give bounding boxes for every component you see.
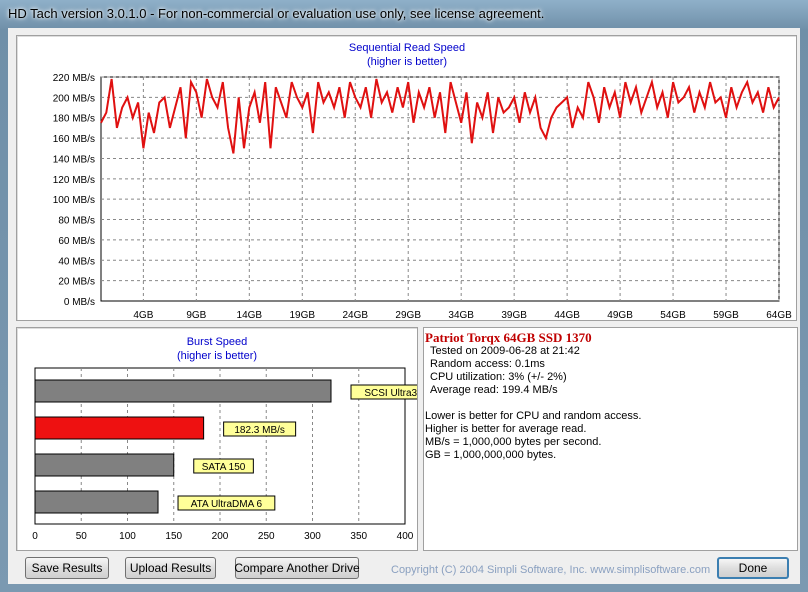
burst-x-tick-label: 150 — [165, 531, 182, 542]
seq-y-tick-label: 180 MB/s — [53, 114, 95, 125]
burst-x-tick-label: 250 — [258, 531, 275, 542]
upload-results-button[interactable]: Upload Results — [125, 557, 216, 579]
seq-x-tick-label: 34GB — [448, 310, 474, 320]
note-lower-better: Lower is better for CPU and random acces… — [425, 410, 642, 422]
burst-speed-chart: Burst Speed (higher is better) SCSI Ultr… — [32, 336, 443, 542]
burst-bar-label-box — [223, 421, 297, 437]
burst-bar — [34, 453, 175, 477]
burst-x-tick-label: 300 — [304, 531, 321, 542]
note-gb-definition: GB = 1,000,000,000 bytes. — [425, 449, 557, 461]
burst-x-tick-label: 0 — [32, 531, 38, 542]
compare-drive-button[interactable]: Compare Another Drive — [234, 557, 360, 579]
seq-y-tick-label: 60 MB/s — [58, 236, 95, 247]
note-higher-better: Higher is better for average read. — [425, 423, 587, 435]
seq-x-tick-label: 39GB — [501, 310, 527, 320]
burst-x-tick-label: 350 — [350, 531, 367, 542]
burst-bar — [34, 416, 205, 440]
seq-x-tick-label: 19GB — [289, 310, 315, 320]
seq-y-tick-label: 40 MB/s — [58, 256, 95, 267]
burst-bar-label: ATA UltraDMA 6 — [191, 499, 263, 510]
copyright-text: Copyright (C) 2004 Simpli Software, Inc.… — [391, 564, 711, 576]
burst-bar-label-box — [177, 495, 276, 511]
seq-chart-subtitle: (higher is better) — [367, 56, 447, 68]
results-info-panel: Patriot Torqx 64GB SSD 1370 Tested on 20… — [423, 327, 798, 551]
seq-x-tick-label: 14GB — [237, 310, 263, 320]
burst-bar-label-box — [193, 458, 254, 474]
save-results-button[interactable]: Save Results — [25, 557, 109, 579]
burst-bar-label: SATA 150 — [202, 462, 246, 473]
burst-x-tick-label: 100 — [119, 531, 136, 542]
random-access: Random access: 0.1ms — [430, 358, 545, 370]
seq-x-tick-label: 4GB — [133, 310, 153, 320]
seq-x-tick-label: 29GB — [395, 310, 421, 320]
burst-x-tick-label: 50 — [76, 531, 88, 542]
seq-y-tick-label: 0 MB/s — [64, 297, 95, 308]
burst-bar — [34, 490, 159, 514]
burst-speed-panel: Burst Speed (higher is better) SCSI Ultr… — [16, 327, 443, 551]
burst-chart-subtitle: (higher is better) — [177, 350, 257, 362]
burst-bar — [34, 379, 332, 403]
seq-y-tick-label: 220 MB/s — [53, 73, 95, 84]
burst-bar-label: SCSI Ultra320 — [364, 388, 417, 399]
done-button[interactable]: Done — [717, 557, 789, 579]
seq-y-tick-label: 200 MB/s — [53, 93, 95, 104]
seq-x-tick-label: 9GB — [186, 310, 206, 320]
tested-on: Tested on 2009-06-28 at 21:42 — [430, 345, 580, 357]
seq-chart-title: Sequential Read Speed — [349, 42, 465, 54]
client-area: Sequential Read Speed (higher is better)… — [8, 28, 800, 584]
burst-x-tick-label: 200 — [212, 531, 229, 542]
window-title: HD Tach version 3.0.1.0 - For non-commer… — [8, 6, 545, 21]
cpu-utilization: CPU utilization: 3% (+/- 2%) — [430, 371, 567, 383]
seq-x-tick-label: 44GB — [554, 310, 580, 320]
burst-x-tick-label: 400 — [397, 531, 414, 542]
seq-x-tick-label: 64GB — [766, 310, 792, 320]
seq-x-tick-label: 54GB — [660, 310, 686, 320]
seq-y-tick-label: 140 MB/s — [53, 154, 95, 165]
burst-chart-title: Burst Speed — [187, 336, 248, 348]
burst-bar-label: 182.3 MB/s — [234, 425, 285, 436]
average-read: Average read: 199.4 MB/s — [430, 384, 558, 396]
seq-x-tick-label: 59GB — [713, 310, 739, 320]
seq-x-tick-label: 24GB — [342, 310, 368, 320]
note-mbs-definition: MB/s = 1,000,000 bytes per second. — [425, 436, 602, 448]
seq-y-tick-label: 160 MB/s — [53, 134, 95, 145]
seq-y-tick-label: 120 MB/s — [53, 175, 95, 186]
seq-y-tick-label: 20 MB/s — [58, 277, 95, 288]
seq-plot-area — [100, 76, 780, 302]
seq-y-tick-label: 80 MB/s — [58, 216, 95, 227]
read-speed-series — [100, 78, 780, 154]
sequential-read-chart: Sequential Read Speed (higher is better)… — [53, 42, 792, 321]
title-bar[interactable]: HD Tach version 3.0.1.0 - For non-commer… — [0, 0, 808, 28]
seq-y-tick-label: 100 MB/s — [53, 195, 95, 206]
sequential-read-panel: Sequential Read Speed (higher is better)… — [16, 35, 797, 321]
drive-name: Patriot Torqx 64GB SSD 1370 — [425, 330, 592, 345]
seq-x-tick-label: 49GB — [607, 310, 633, 320]
